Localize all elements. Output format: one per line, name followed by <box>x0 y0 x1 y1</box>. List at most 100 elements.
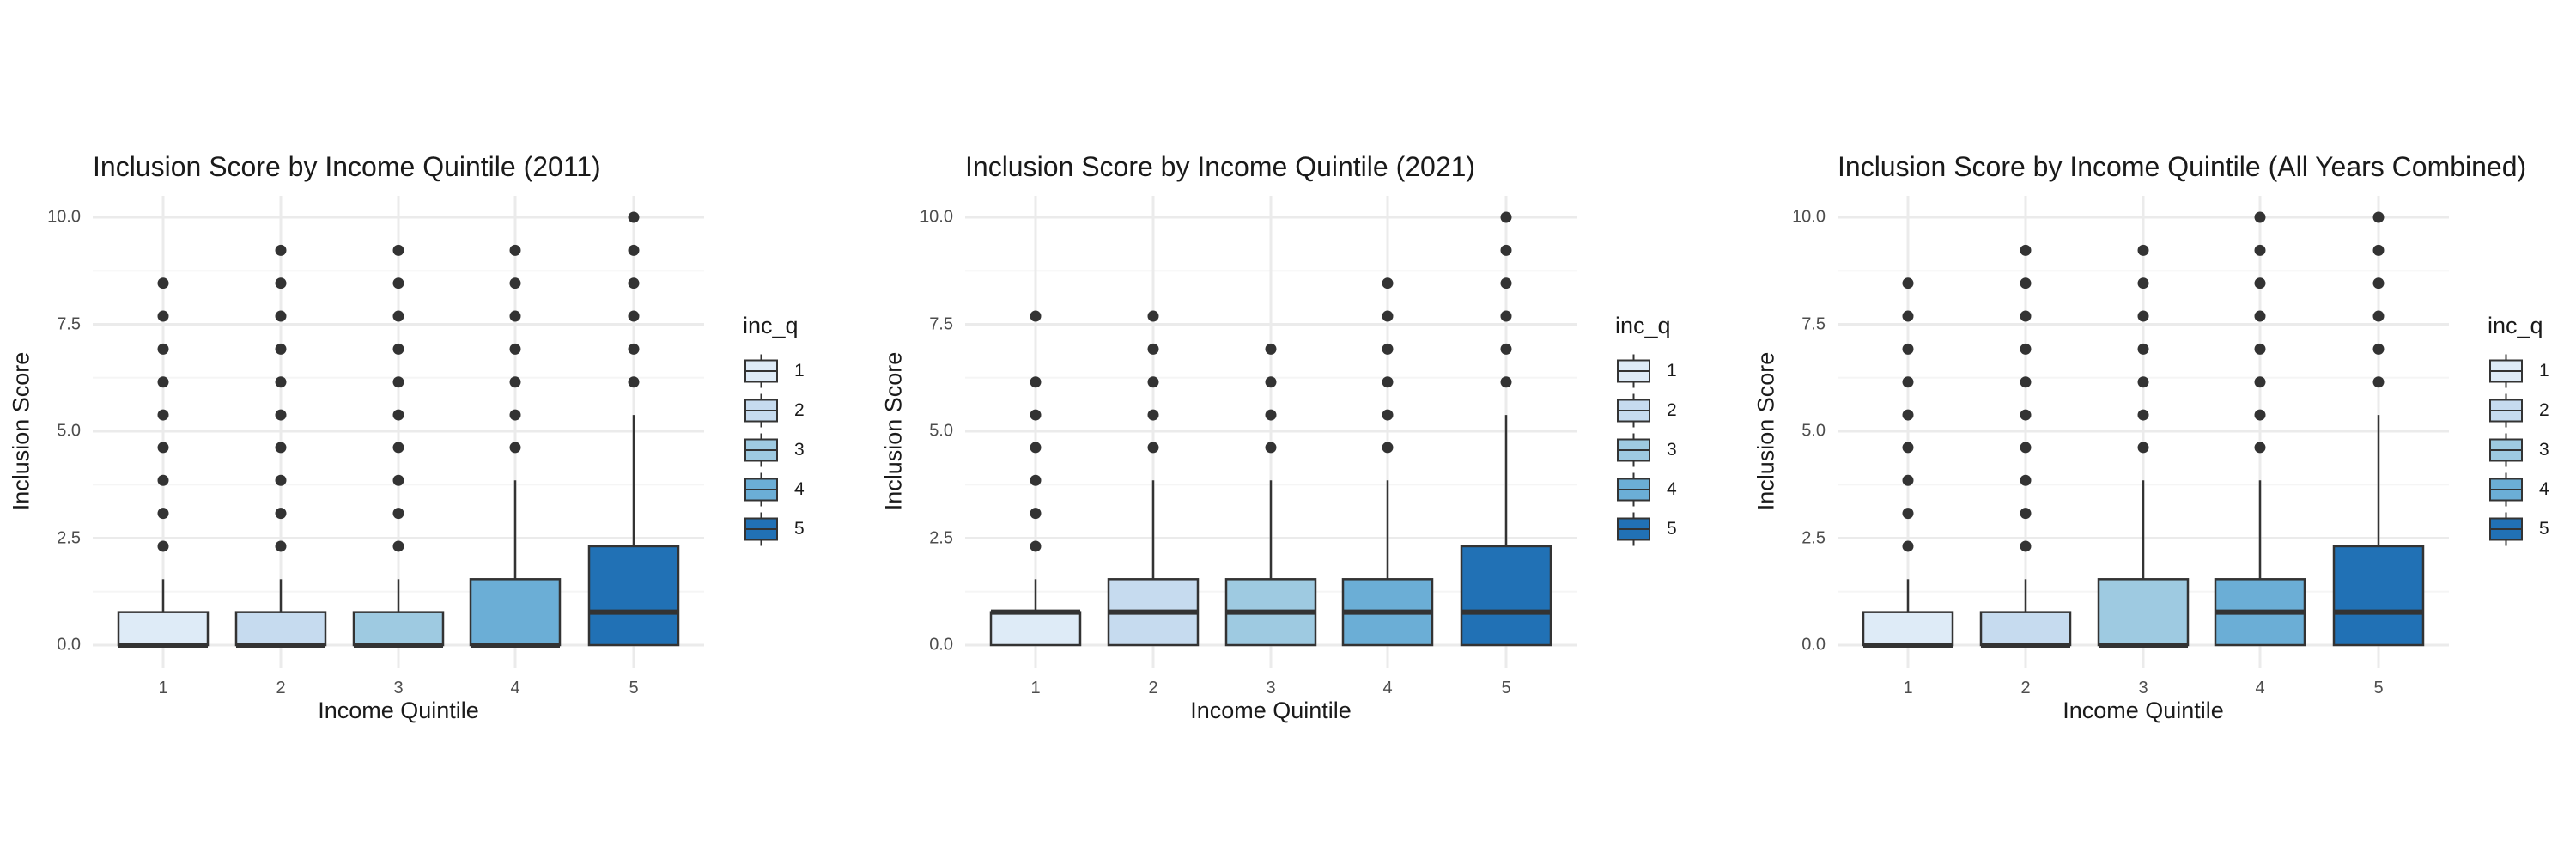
legend-key-icon-4 <box>744 472 778 507</box>
outlier-point <box>157 310 169 322</box>
outlier-point <box>1382 310 1394 322</box>
legend-item-label: 2 <box>2539 400 2549 420</box>
outlier-point <box>2020 474 2032 486</box>
box <box>989 611 1082 647</box>
outlier-point <box>1147 409 1159 421</box>
outlier-point <box>1902 508 1914 520</box>
y-tick-label: 5.0 <box>1801 421 1826 441</box>
outlier-point <box>1030 409 1042 421</box>
outlier-point <box>628 211 640 223</box>
x-tick-label: 4 <box>2255 679 2265 698</box>
legend-item-label: 5 <box>794 519 805 539</box>
outlier-point <box>509 409 521 421</box>
legend-keys <box>2489 354 2523 546</box>
legend-item-label: 2 <box>794 400 805 420</box>
boxplot-quintile-2 <box>1979 244 2072 648</box>
outlier-point <box>628 310 640 322</box>
outlier-point <box>2254 244 2266 256</box>
box <box>469 578 562 647</box>
outlier-point <box>1500 376 1512 388</box>
outlier-point <box>1500 277 1512 289</box>
outlier-point <box>1382 277 1394 289</box>
outlier-point <box>275 310 287 322</box>
outlier-point <box>1147 310 1159 322</box>
outlier-point <box>392 540 404 552</box>
outlier-point <box>1902 540 1914 552</box>
outlier-point <box>157 409 169 421</box>
x-tick-label: 4 <box>510 679 520 698</box>
outlier-point <box>2137 244 2149 256</box>
outlier-point <box>2372 277 2385 289</box>
outlier-point <box>2137 277 2149 289</box>
legend-item-label: 1 <box>1667 361 1677 381</box>
outlier-point <box>275 442 287 454</box>
legend-keys <box>744 354 778 546</box>
legend-key-icon-5 <box>2489 512 2523 546</box>
x-tick-label: 3 <box>2138 679 2148 698</box>
outlier-point <box>2254 211 2266 223</box>
chart-title: Inclusion Score by Income Quintile (All … <box>1838 151 2527 182</box>
chart-panel-2021: Inclusion Score by Income Quintile (2021… <box>872 0 1745 859</box>
x-tick-label: 2 <box>2020 679 2031 698</box>
outlier-point <box>275 508 287 520</box>
legend-key-icon-4 <box>2489 472 2523 507</box>
legend-key-icon-3 <box>2489 433 2523 467</box>
outlier-point <box>2372 343 2385 355</box>
x-tick-label: 1 <box>158 679 168 698</box>
boxplot-quintile-2 <box>1107 310 1200 647</box>
box <box>1979 611 2072 647</box>
outlier-point <box>1500 244 1512 256</box>
legend-item-label: 5 <box>1667 519 1677 539</box>
outlier-point <box>1902 409 1914 421</box>
legend-key-icon-1 <box>744 354 778 388</box>
outlier-point <box>628 277 640 289</box>
boxplot-quintile-4 <box>1341 277 1434 647</box>
outlier-point <box>1265 343 1277 355</box>
outlier-point <box>509 442 521 454</box>
x-tick-label: 3 <box>1266 679 1276 698</box>
outlier-point <box>275 343 287 355</box>
x-tick-label: 5 <box>1501 679 1511 698</box>
legend-key-icon-1 <box>2489 354 2523 388</box>
outlier-point <box>1030 442 1042 454</box>
chart-panel-all-years: Inclusion Score by Income Quintile (All … <box>1745 0 2576 859</box>
legend-title: inc_q <box>743 313 799 338</box>
legend-item-label: 4 <box>794 479 805 499</box>
x-axis-title: Income Quintile <box>1190 698 1352 723</box>
outlier-point <box>2137 310 2149 322</box>
x-axis-title: Income Quintile <box>2063 698 2224 723</box>
outlier-point <box>157 343 169 355</box>
x-axis-title: Income Quintile <box>318 698 479 723</box>
outlier-point <box>1382 376 1394 388</box>
box <box>2332 545 2425 647</box>
legend-item-label: 3 <box>1667 440 1677 460</box>
legend-item-label: 1 <box>794 361 805 381</box>
outlier-point <box>1382 442 1394 454</box>
outlier-point <box>2020 310 2032 322</box>
outlier-point <box>2137 442 2149 454</box>
legend-item-label: 3 <box>794 440 805 460</box>
outlier-point <box>1030 310 1042 322</box>
boxplot-quintile-3 <box>352 244 445 648</box>
outlier-point <box>392 376 404 388</box>
legend-title: inc_q <box>1615 313 1671 338</box>
outlier-point <box>1902 376 1914 388</box>
outlier-point <box>392 343 404 355</box>
outlier-point <box>392 409 404 421</box>
outlier-point <box>1030 376 1042 388</box>
outlier-point <box>1147 343 1159 355</box>
outlier-point <box>2020 277 2032 289</box>
outlier-point <box>1265 442 1277 454</box>
boxplot-quintile-4 <box>2214 211 2306 647</box>
legend-item-label: 2 <box>1667 400 1677 420</box>
plot-area <box>1838 196 2449 668</box>
outlier-point <box>2254 343 2266 355</box>
outlier-point <box>1030 540 1042 552</box>
outlier-point <box>157 474 169 486</box>
outlier-point <box>628 244 640 256</box>
outlier-point <box>2020 244 2032 256</box>
outlier-point <box>275 474 287 486</box>
x-tick-label: 5 <box>629 679 639 698</box>
outlier-point <box>157 540 169 552</box>
